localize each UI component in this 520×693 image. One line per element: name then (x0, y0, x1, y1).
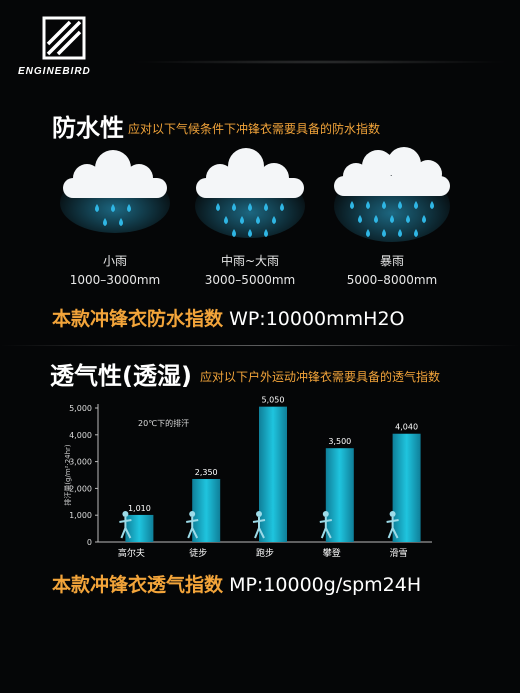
brand-logo: ENGINEBIRD (18, 16, 118, 77)
y-tick-label: 3,000 (69, 458, 92, 467)
rain-level-range: 1000–3000mm (69, 273, 161, 287)
bar-5 (392, 433, 421, 542)
x-tick-label: 跑步 (256, 547, 274, 559)
x-tick-label: 滑雪 (390, 548, 408, 559)
bar-value-label: 4,040 (395, 423, 418, 432)
bar-value-label: 2,350 (195, 468, 218, 477)
sport-figure-icon (252, 517, 266, 539)
rain-level-light: 小雨 1000–3000mm (55, 252, 175, 290)
waterproof-title: 防水性 (52, 114, 124, 142)
waterproof-index: 本款冲锋衣防水指数 WP:10000mmH2O (52, 304, 405, 331)
bar-4 (325, 448, 354, 542)
x-tick-label: 攀登 (323, 547, 341, 559)
y-axis-label: 排汗量(g/m²·24hr) (63, 444, 72, 506)
rain-level-name: 小雨 (102, 254, 127, 268)
sport-figure-icon (256, 511, 262, 517)
rain-level-range: 3000–5000mm (204, 273, 296, 287)
breathability-title: 透气性(透湿) (50, 362, 192, 390)
brand-name: ENGINEBIRD (18, 66, 91, 77)
bar-2 (192, 479, 221, 542)
bar-value-label: 1,010 (128, 504, 151, 513)
y-tick-label: 0 (87, 538, 92, 547)
sport-figure-icon (186, 517, 199, 539)
bar-value-label: 3,500 (328, 437, 351, 446)
rain-level-heavy: 暴雨 5000–8000mm (332, 252, 452, 290)
x-tick-label: 徒步 (189, 547, 207, 559)
waterproof-index-label: 本款冲锋衣防水指数 (52, 308, 224, 330)
light-rain-icon (60, 150, 170, 233)
rain-level-name: 暴雨 (379, 254, 404, 268)
moderate-rain-icon (195, 148, 305, 238)
section-divider (0, 345, 520, 346)
y-tick-label: 2,000 (69, 484, 92, 493)
sport-figure-icon (389, 511, 396, 517)
rain-level-name: 中雨~大雨 (220, 254, 280, 268)
y-tick-label: 5,000 (69, 404, 92, 413)
x-tick-label: 高尔夫 (118, 547, 145, 559)
sport-figure-icon (189, 511, 196, 517)
sport-figure-icon (119, 517, 132, 539)
breathability-index: 本款冲锋衣透气指数 MP:10000g/spm24H (52, 570, 421, 597)
sport-figure-icon (322, 511, 329, 517)
breathability-index-value: MP:10000g/spm24H (229, 574, 422, 596)
breathability-chart: 0 1,000 2,000 3,000 4,000 5,000 排汗量(g/m²·24hr)… (63, 396, 432, 559)
sport-figure-icon (122, 511, 129, 517)
header-glow (130, 60, 510, 64)
breathability-index-label: 本款冲锋衣透气指数 (52, 574, 224, 596)
waterproof-index-value: WP:10000mmH2O (229, 308, 405, 330)
rain-level-range: 5000–8000mm (346, 273, 438, 287)
bar-value-label: 5,050 (262, 396, 285, 405)
brand-logo-icon (42, 16, 86, 60)
waterproof-subtitle: 应对以下气候条件下冲锋衣需要具备的防水指数 (128, 122, 381, 136)
y-tick-label: 1,000 (69, 511, 92, 520)
sport-figure-icon (319, 517, 332, 539)
rain-level-moderate: 中雨~大雨 3000–5000mm (190, 252, 310, 290)
heavy-rain-icon (334, 147, 450, 242)
bar-3 (259, 406, 287, 542)
y-tick-label: 4,000 (69, 431, 92, 440)
breathability-subtitle: 应对以下户外运动冲锋衣需要具备的透气指数 (200, 370, 441, 384)
chart-annotation: 20℃下的排汗 (138, 418, 189, 428)
sport-figure-icon (386, 517, 399, 539)
